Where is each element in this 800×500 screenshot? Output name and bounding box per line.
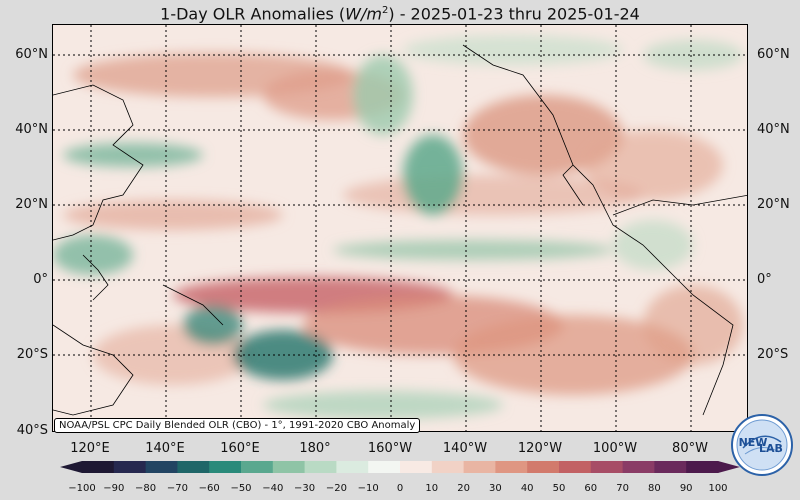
colorbar-swatch (654, 461, 687, 473)
colorbar-tick-label: −60 (198, 483, 220, 494)
colorbar-swatch (145, 461, 178, 473)
colorbar-tick-label: 100 (708, 483, 728, 494)
chart-title: 1-Day OLR Anomalies (W/m2) - 2025-01-23 … (160, 4, 640, 24)
colorbar (60, 461, 740, 473)
anomaly-field (53, 35, 743, 419)
coastlines (53, 44, 747, 416)
svg-text:LAB: LAB (759, 442, 783, 455)
colorbar-tick-label: 0 (396, 483, 404, 494)
colorbar-tick-label: −50 (230, 483, 252, 494)
colorbar-tick-label: −80 (135, 483, 157, 494)
colorbar-swatch (590, 461, 624, 473)
graticule (53, 25, 747, 431)
lon-label-160w: 160°W (367, 441, 413, 456)
newlab-logo: NEW LAB (731, 414, 793, 476)
colorbar-swatch (527, 461, 560, 473)
lat-label-20s-left: 20°S (16, 347, 48, 362)
colorbar-swatch (622, 461, 655, 473)
lat-label-60n-left: 60°N (15, 47, 48, 62)
lat-label-40n-right: 40°N (757, 122, 790, 137)
lat-label-40n-left: 40°N (15, 122, 48, 137)
lat-label-20s-right: 20°S (757, 347, 789, 362)
colorbar-swatch (177, 461, 210, 473)
colorbar-swatch (82, 461, 115, 473)
lon-label-120w: 120°W (517, 441, 563, 456)
lat-label-20n-right: 20°N (757, 197, 790, 212)
lon-label-140e: 140°E (145, 441, 185, 456)
colorbar-tick-label: −10 (357, 483, 379, 494)
map-canvas (53, 25, 747, 431)
colorbar-min-arrow (60, 461, 82, 473)
lon-label-100w: 100°W (592, 441, 638, 456)
lon-label-120e: 120°E (70, 441, 110, 456)
lat-label-60n-right: 60°N (757, 47, 790, 62)
colorbar-tick-label: −100 (68, 483, 96, 494)
colorbar-swatch (400, 461, 433, 473)
colorbar-tick-label: −70 (166, 483, 188, 494)
lat-label-eq-right: 0° (757, 272, 772, 287)
lon-label-160e: 160°E (220, 441, 260, 456)
data-source-label: NOAA/PSL CPC Daily Blended OLR (CBO) - 1… (54, 418, 421, 433)
olr-anomaly-map (52, 24, 748, 432)
colorbar-tick-label: −30 (294, 483, 316, 494)
colorbar-swatch (272, 461, 306, 473)
lat-label-eq-left: 0° (33, 272, 48, 287)
lon-label-180: 180° (299, 441, 331, 456)
colorbar-swatch (113, 461, 147, 473)
colorbar-swatch (209, 461, 242, 473)
lon-label-80w: 80°W (672, 441, 708, 456)
colorbar-tick-label: −40 (262, 483, 284, 494)
colorbar-swatch (336, 461, 369, 473)
colorbar-tick-label: 40 (520, 483, 534, 494)
colorbar-swatch (559, 461, 592, 473)
colorbar-swatch (241, 461, 274, 473)
colorbar-tick-label: 20 (457, 483, 470, 494)
svg-text:NEW: NEW (739, 436, 768, 449)
colorbar-swatch (495, 461, 528, 473)
colorbar-tick-label: 50 (552, 483, 566, 494)
lat-label-40s-left: 40°S (16, 423, 48, 438)
colorbar-tick-label: 70 (616, 483, 629, 494)
lat-label-20n-left: 20°N (15, 197, 48, 212)
colorbar-tick-label: −20 (325, 483, 347, 494)
colorbar-tick-label: 30 (489, 483, 502, 494)
colorbar-swatch (368, 461, 401, 473)
colorbar-tick-label: 80 (648, 483, 661, 494)
colorbar-swatch (686, 461, 719, 473)
colorbar-swatch (304, 461, 337, 473)
colorbar-max-arrow (718, 461, 740, 473)
colorbar-tick-label: 10 (425, 483, 439, 494)
colorbar-tick-label: 60 (584, 483, 598, 494)
colorbar-tick-label: 90 (679, 483, 693, 494)
lon-label-140w: 140°W (442, 441, 488, 456)
colorbar-swatch (431, 461, 465, 473)
colorbar-tick-label: −90 (103, 483, 125, 494)
colorbar-swatch (463, 461, 496, 473)
